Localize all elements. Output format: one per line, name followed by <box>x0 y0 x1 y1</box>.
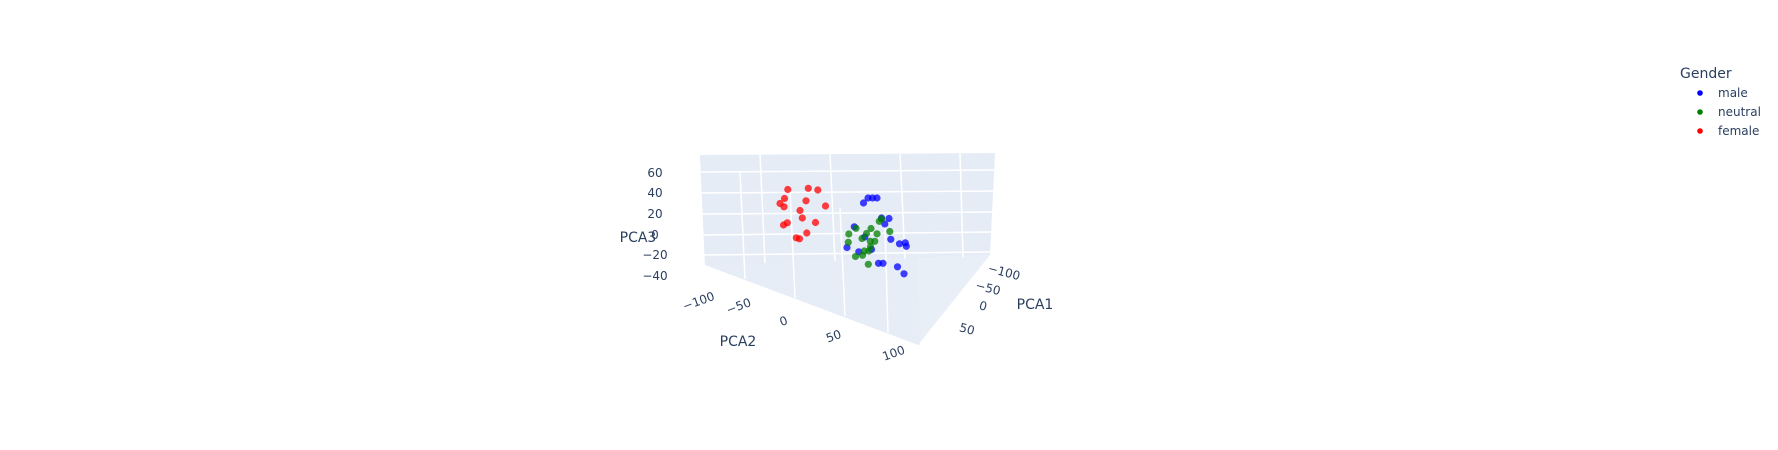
data-point-male <box>864 194 872 202</box>
z-tick-label: −40 <box>642 269 667 283</box>
z-tick-label: 40 <box>647 186 662 200</box>
y-tick-label: −50 <box>724 295 753 317</box>
data-point-female <box>784 185 792 194</box>
data-point-neutral <box>858 234 866 243</box>
x-tick-label: −50 <box>974 278 1002 298</box>
grid-lines <box>699 152 996 334</box>
data-point-neutral <box>844 238 852 246</box>
data-point-female <box>783 219 791 227</box>
data-point-female <box>796 206 804 215</box>
data-point-neutral <box>867 224 875 233</box>
x-tick-label: 50 <box>958 320 976 337</box>
data-point-female <box>798 214 806 222</box>
z-axis-ticks: 60 40 20 0 −20 −40 <box>642 166 667 283</box>
legend-item-female[interactable]: female <box>1697 124 1759 138</box>
data-point-neutral <box>864 260 872 268</box>
data-point-male <box>881 220 889 228</box>
y-axis-title: PCA2 <box>720 334 757 350</box>
data-points <box>776 184 910 278</box>
data-point-male <box>887 235 895 243</box>
data-point-female <box>795 235 804 243</box>
legend-marker <box>1697 90 1703 96</box>
data-point-male <box>900 270 908 278</box>
z-tick-label: 0 <box>651 228 659 242</box>
data-point-neutral <box>886 227 894 236</box>
y-tick-label: −100 <box>681 289 717 313</box>
legend-label: neutral <box>1718 105 1761 119</box>
legend-item-male[interactable]: male <box>1697 86 1748 100</box>
z-tick-label: 60 <box>647 166 662 180</box>
x-tick-label: 0 <box>978 298 989 314</box>
data-point-female <box>803 229 811 237</box>
data-point-neutral <box>866 237 874 245</box>
data-point-neutral <box>875 217 883 225</box>
legend-label: male <box>1718 86 1748 100</box>
legend-marker <box>1697 109 1703 115</box>
z-axis-title: PCA3 <box>620 230 657 246</box>
legend-label: female <box>1718 124 1759 138</box>
data-point-male <box>895 240 904 248</box>
data-point-neutral <box>845 230 853 238</box>
data-point-neutral <box>851 252 860 261</box>
data-point-female <box>814 186 822 194</box>
data-point-male <box>893 263 902 271</box>
legend-item-neutral[interactable]: neutral <box>1697 105 1761 119</box>
data-point-neutral <box>873 230 881 238</box>
legend-title: Gender <box>1680 66 1732 82</box>
data-point-female <box>804 184 812 192</box>
data-point-neutral <box>858 251 867 259</box>
data-point-male <box>885 214 893 223</box>
y-tick-label: 100 <box>880 343 906 364</box>
data-point-male <box>902 242 910 250</box>
data-point-female <box>776 199 784 208</box>
legend: Gender male neutral female <box>1680 66 1761 138</box>
scene-panes <box>699 152 996 345</box>
z-tick-label: 20 <box>647 207 662 221</box>
data-point-male <box>859 199 868 207</box>
x-axis-title: PCA1 <box>1017 297 1054 313</box>
data-point-female <box>811 218 820 227</box>
z-tick-label: −20 <box>642 248 667 262</box>
x-tick-label: −100 <box>986 261 1021 283</box>
data-point-neutral <box>852 224 860 232</box>
data-point-female <box>802 197 810 205</box>
floor-pane <box>705 255 990 345</box>
data-point-female <box>780 194 789 203</box>
data-point-male <box>874 259 883 267</box>
legend-marker <box>1697 128 1703 134</box>
y-tick-label: 0 <box>778 313 790 329</box>
y-tick-label: 50 <box>824 327 843 345</box>
data-point-female <box>821 202 830 210</box>
data-point-neutral <box>862 229 871 238</box>
